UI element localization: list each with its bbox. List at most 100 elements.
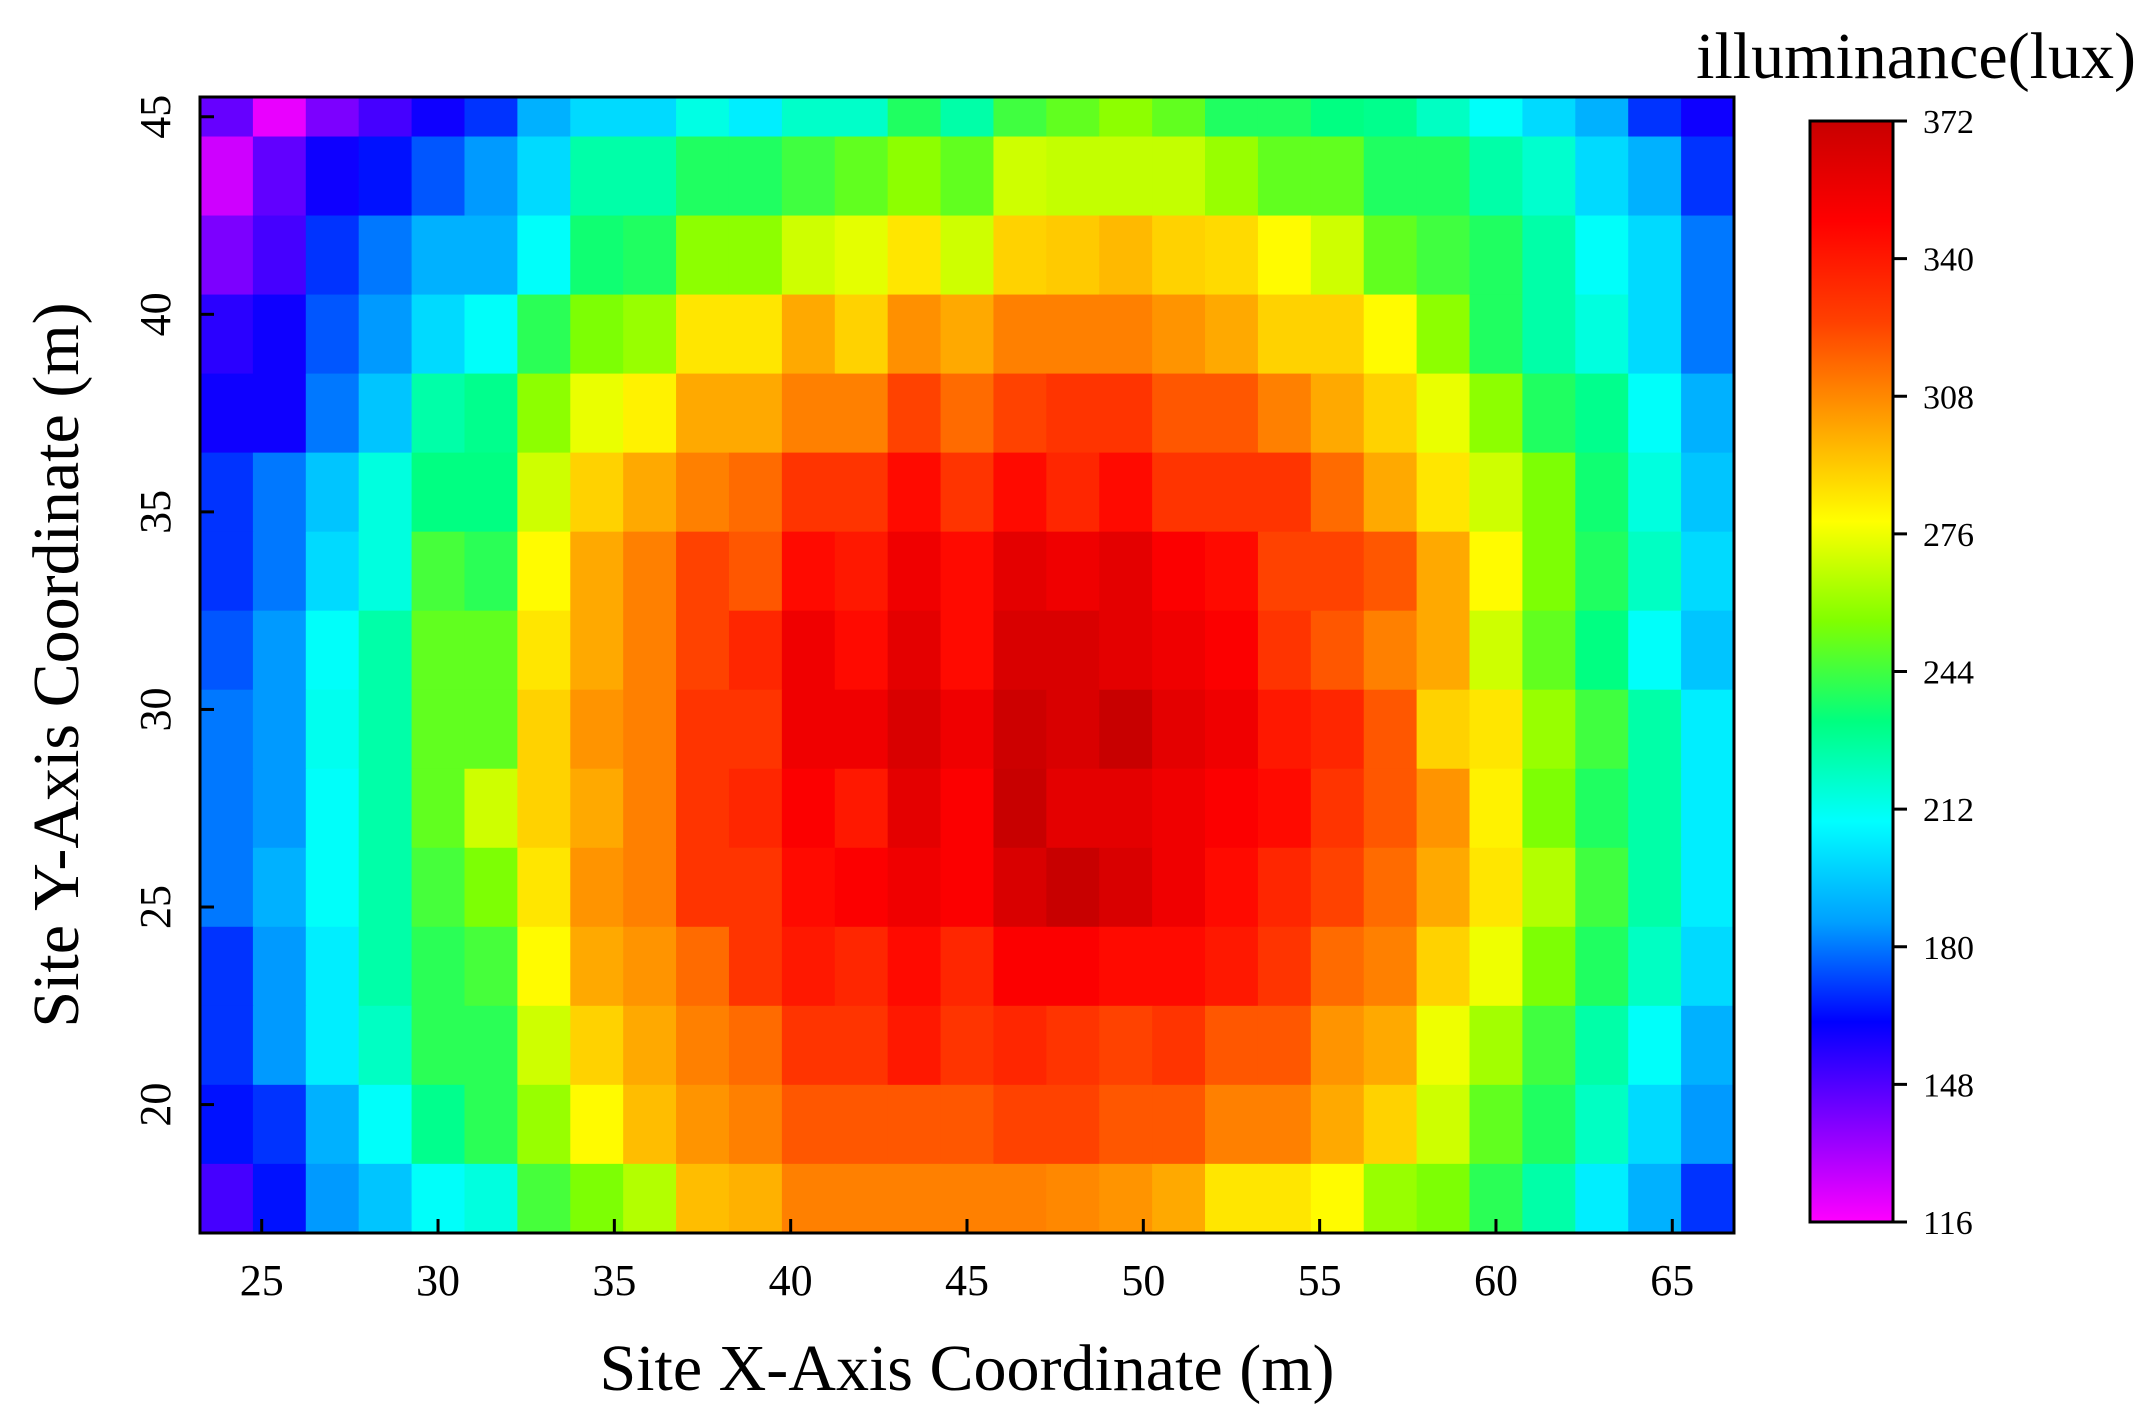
heatmap-cell xyxy=(676,294,730,375)
heatmap-cell xyxy=(834,610,889,691)
y-axis-title: Site Y-Axis Coordinate (m) xyxy=(20,302,93,1027)
heatmap-cell xyxy=(1628,97,1682,138)
heatmap-cell xyxy=(1522,373,1576,454)
heatmap-cell xyxy=(1099,768,1153,849)
heatmap-cell xyxy=(411,215,466,296)
heatmap-cell xyxy=(1046,689,1100,770)
heatmap-cell xyxy=(1152,1084,1206,1165)
heatmap-cell xyxy=(1681,1163,1735,1234)
y-tick-label: 20 xyxy=(131,1083,180,1127)
heatmap-cell xyxy=(517,1084,571,1165)
heatmap-cell xyxy=(623,97,677,138)
heatmap-cell xyxy=(1575,97,1629,138)
heatmap-cell xyxy=(887,689,942,770)
heatmap-cell xyxy=(1099,97,1153,138)
heatmap-cell xyxy=(1522,97,1576,138)
heatmap-cell xyxy=(940,1005,995,1086)
heatmap-cell xyxy=(993,610,1047,691)
heatmap-cell xyxy=(358,689,413,770)
heatmap-cell xyxy=(623,215,677,296)
heatmap-cell xyxy=(1363,531,1418,612)
heatmap-cell xyxy=(728,294,783,375)
heatmap-cell xyxy=(305,610,360,691)
heatmap-cell xyxy=(940,689,995,770)
heatmap-cell xyxy=(993,1084,1047,1165)
heatmap-cell xyxy=(1416,1163,1471,1234)
colorbar-tick-label: 212 xyxy=(1923,792,1974,829)
heatmap-cell xyxy=(1046,373,1100,454)
heatmap-cell xyxy=(887,768,942,849)
heatmap-cell xyxy=(570,294,624,375)
heatmap-cell xyxy=(676,531,730,612)
heatmap-cell xyxy=(781,768,836,849)
heatmap-cell xyxy=(1522,1084,1576,1165)
heatmap-cell xyxy=(305,452,360,533)
heatmap-cell xyxy=(940,768,995,849)
heatmap-cell xyxy=(1099,926,1153,1007)
heatmap-cell xyxy=(1416,373,1471,454)
heatmap-cell xyxy=(1575,452,1629,533)
heatmap-cell xyxy=(940,1084,995,1165)
heatmap-cell xyxy=(1575,136,1629,217)
heatmap-cell xyxy=(623,926,677,1007)
heatmap-cell xyxy=(411,689,466,770)
heatmap-cell xyxy=(570,215,624,296)
heatmap-cell xyxy=(887,373,942,454)
heatmap-cell xyxy=(464,1163,518,1234)
heatmap-cell xyxy=(305,689,360,770)
heatmap-cell xyxy=(1628,136,1682,217)
heatmap-cell xyxy=(1152,97,1206,138)
heatmap-cell xyxy=(517,136,571,217)
heatmap-cell xyxy=(1522,294,1576,375)
heatmap-cell xyxy=(305,294,360,375)
heatmap-cell xyxy=(940,373,995,454)
heatmap-cell xyxy=(1205,1163,1259,1234)
heatmap-cell xyxy=(517,926,571,1007)
heatmap-cell xyxy=(1628,215,1682,296)
heatmap-cell xyxy=(676,136,730,217)
heatmap-cell xyxy=(676,97,730,138)
heatmap-cell xyxy=(358,1005,413,1086)
heatmap-cell xyxy=(464,847,518,928)
heatmap-cell xyxy=(252,1084,307,1165)
heatmap-cell xyxy=(1416,847,1471,928)
heatmap-cell xyxy=(411,136,466,217)
heatmap-cell xyxy=(1681,1005,1735,1086)
heatmap-cell xyxy=(1099,531,1153,612)
x-tick-label: 45 xyxy=(945,1256,989,1305)
heatmap-cell xyxy=(728,1005,783,1086)
heatmap-cell xyxy=(1363,1163,1418,1234)
heatmap-cell xyxy=(887,136,942,217)
heatmap-cell xyxy=(623,1084,677,1165)
heatmap-cell xyxy=(305,215,360,296)
heatmap-cell xyxy=(570,452,624,533)
x-tick-label: 55 xyxy=(1298,1256,1342,1305)
heatmap-cell xyxy=(411,294,466,375)
colorbar-ticks: 116 148 180 212 244 276 308 340 372 xyxy=(1893,104,1974,1242)
heatmap-cell xyxy=(993,373,1047,454)
heatmap-cell xyxy=(1257,373,1312,454)
heatmap-cell xyxy=(517,97,571,138)
heatmap-cell xyxy=(358,1163,413,1234)
heatmap-cell xyxy=(1681,768,1735,849)
heatmap-cell xyxy=(1469,610,1524,691)
heatmap-cell xyxy=(464,689,518,770)
heatmap-cell xyxy=(1681,689,1735,770)
heatmap-cell xyxy=(1681,452,1735,533)
heatmap-cell xyxy=(1257,452,1312,533)
heatmap-cell xyxy=(1152,768,1206,849)
heatmap-cell xyxy=(1205,373,1259,454)
heatmap-cell xyxy=(676,610,730,691)
heatmap-cell xyxy=(623,689,677,770)
heatmap-cell xyxy=(728,926,783,1007)
heatmap-cell xyxy=(940,215,995,296)
heatmap-cell xyxy=(358,847,413,928)
heatmap-cell xyxy=(887,1005,942,1086)
heatmap-cell xyxy=(1152,847,1206,928)
x-tick-label: 35 xyxy=(592,1256,636,1305)
heatmap-cell xyxy=(358,373,413,454)
heatmap-cell xyxy=(570,373,624,454)
heatmap-cell xyxy=(1469,97,1524,138)
heatmap-cell xyxy=(887,452,942,533)
